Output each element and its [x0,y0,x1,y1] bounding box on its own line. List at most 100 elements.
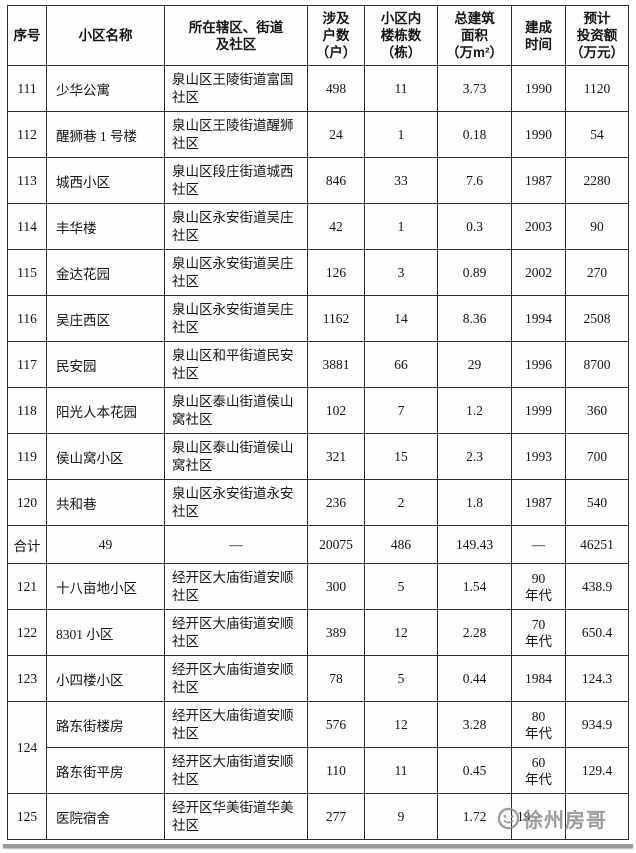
cell-households: 78 [307,655,365,702]
cell-year-built: 2002 [511,249,566,296]
cell-district: 泉山区永安街道吴庄社区 [164,203,308,250]
cell-households: 1162 [307,295,365,342]
cell-investment: 270 [565,249,629,296]
cell-buildings: 5 [364,655,438,702]
cell-community-name: 十八亩地小区 [46,563,165,610]
cell-serial: 121 [7,563,47,610]
cell-households: 389 [307,609,365,656]
cell-district: 泉山区王陵街道醒狮社区 [164,111,308,158]
cell-buildings: 14 [364,295,438,342]
cell-households: 20075 [307,525,365,564]
cell-district: 泉山区永安街道永安社区 [164,479,308,526]
cell-community-name: 金达花园 [46,249,165,296]
cell-investment: 438.9 [565,563,629,610]
cell-serial: 118 [7,387,47,434]
cell-community-name: 医院宿舍 [46,793,165,840]
table-row: 125 医院宿舍 经开区华美街道华美社区 277 9 1.72 19 [7,793,629,840]
header-households: 涉及 户数 （户） [307,5,365,66]
cell-area: 2.3 [437,433,512,480]
cell-year-built: 1987 [511,479,566,526]
table-row: 111 少华公寓 泉山区王陵街道富国社区 498 11 3.73 1990 11… [7,65,629,112]
cell-year-built: 19 [511,793,566,840]
cell-investment: 124.3 [565,655,629,702]
cell-buildings: 9 [364,793,438,840]
cell-investment: 54 [565,111,629,158]
table-bottom-rule [3,844,633,848]
cell-district: 经开区大庙街道安顺社区 [164,655,308,702]
cell-year-built: 1996 [511,341,566,388]
cell-community-name: 共和巷 [46,479,165,526]
cell-district: 泉山区永安街道吴庄社区 [164,249,308,296]
cell-district: 经开区大庙街道安顺社区 [164,563,308,610]
cell-buildings: 1 [364,203,438,250]
cell-households: 321 [307,433,365,480]
cell-district: 泉山区段庄街道城西社区 [164,157,308,204]
cell-district: 泉山区泰山街道侯山窝社区 [164,433,308,480]
table-row: 119 侯山窝小区 泉山区泰山街道侯山窝社区 321 15 2.3 1993 7… [7,433,629,480]
cell-area: 3.28 [437,701,512,748]
cell-community-name: 小四楼小区 [46,655,165,702]
cell-serial: 113 [7,157,47,204]
cell-district: — [164,525,308,564]
cell-buildings: 3 [364,249,438,296]
cell-area: 0.89 [437,249,512,296]
cell-area: 1.72 [437,793,512,840]
cell-year-built: 1999 [511,387,566,434]
table-row: 122 8301 小区 经开区大庙街道安顺社区 389 12 2.28 70 年… [7,609,629,656]
cell-community-name: 醒狮巷 1 号楼 [46,111,165,158]
cell-community-name: 民安园 [46,341,165,388]
cell-households: 24 [307,111,365,158]
header-year-built: 建成 时间 [511,5,566,66]
cell-year-built: 1994 [511,295,566,342]
cell-serial: 120 [7,479,47,526]
cell-community-name: 路东街平房 [46,747,165,794]
cell-buildings: 12 [364,609,438,656]
cell-serial: 117 [7,341,47,388]
cell-serial: 112 [7,111,47,158]
cell-buildings: 66 [364,341,438,388]
cell-investment: 650.4 [565,609,629,656]
cell-year-built: — [511,525,566,564]
cell-investment: 2280 [565,157,629,204]
table-row: 115 金达花园 泉山区永安街道吴庄社区 126 3 0.89 2002 270 [7,249,629,296]
cell-households: 277 [307,793,365,840]
table-row: 113 城西小区 泉山区段庄街道城西社区 846 33 7.6 1987 228… [7,157,629,204]
cell-community-name: 少华公寓 [46,65,165,112]
cell-district: 经开区大庙街道安顺社区 [164,701,308,748]
header-buildings: 小区内 楼栋数 （栋） [364,5,438,66]
table-body: 111 少华公寓 泉山区王陵街道富国社区 498 11 3.73 1990 11… [7,65,629,840]
table-row: 112 醒狮巷 1 号楼 泉山区王陵街道醒狮社区 24 1 0.18 1990 … [7,111,629,158]
cell-households: 498 [307,65,365,112]
cell-buildings: 1 [364,111,438,158]
cell-serial: 119 [7,433,47,480]
cell-investment: 540 [565,479,629,526]
cell-area: 0.18 [437,111,512,158]
cell-community-name: 侯山窝小区 [46,433,165,480]
cell-buildings: 11 [364,65,438,112]
cell-area: 149.43 [437,525,512,564]
table-row: 118 阳光人本花园 泉山区泰山街道侯山窝社区 102 7 1.2 1999 3… [7,387,629,434]
cell-district: 泉山区永安街道吴庄社区 [164,295,308,342]
cell-households: 236 [307,479,365,526]
cell-investment: 90 [565,203,629,250]
cell-year-built: 70 年代 [511,609,566,656]
cell-households: 576 [307,701,365,748]
cell-community-name: 阳光人本花园 [46,387,165,434]
cell-buildings: 7 [364,387,438,434]
cell-investment: 2508 [565,295,629,342]
cell-year-built: 80 年代 [511,701,566,748]
cell-year-built: 1993 [511,433,566,480]
cell-investment: 934.9 [565,701,629,748]
cell-area: 3.73 [437,65,512,112]
table-row: 路东街平房 经开区大庙街道安顺社区 110 11 0.45 60 年代 129.… [8,747,629,794]
cell-year-built: 2003 [511,203,566,250]
cell-investment: 360 [565,387,629,434]
cell-area: 0.44 [437,655,512,702]
table-row: 121 十八亩地小区 经开区大庙街道安顺社区 300 5 1.54 90 年代 … [7,563,629,610]
cell-investment: 8700 [565,341,629,388]
header-row: 序号 小区名称 所在辖区、街道 及社区 涉及 户数 （户） 小区内 楼栋数 （栋… [7,5,629,66]
cell-area: 2.28 [437,609,512,656]
cell-serial: 合计 [7,525,47,564]
cell-buildings: 11 [364,747,438,794]
